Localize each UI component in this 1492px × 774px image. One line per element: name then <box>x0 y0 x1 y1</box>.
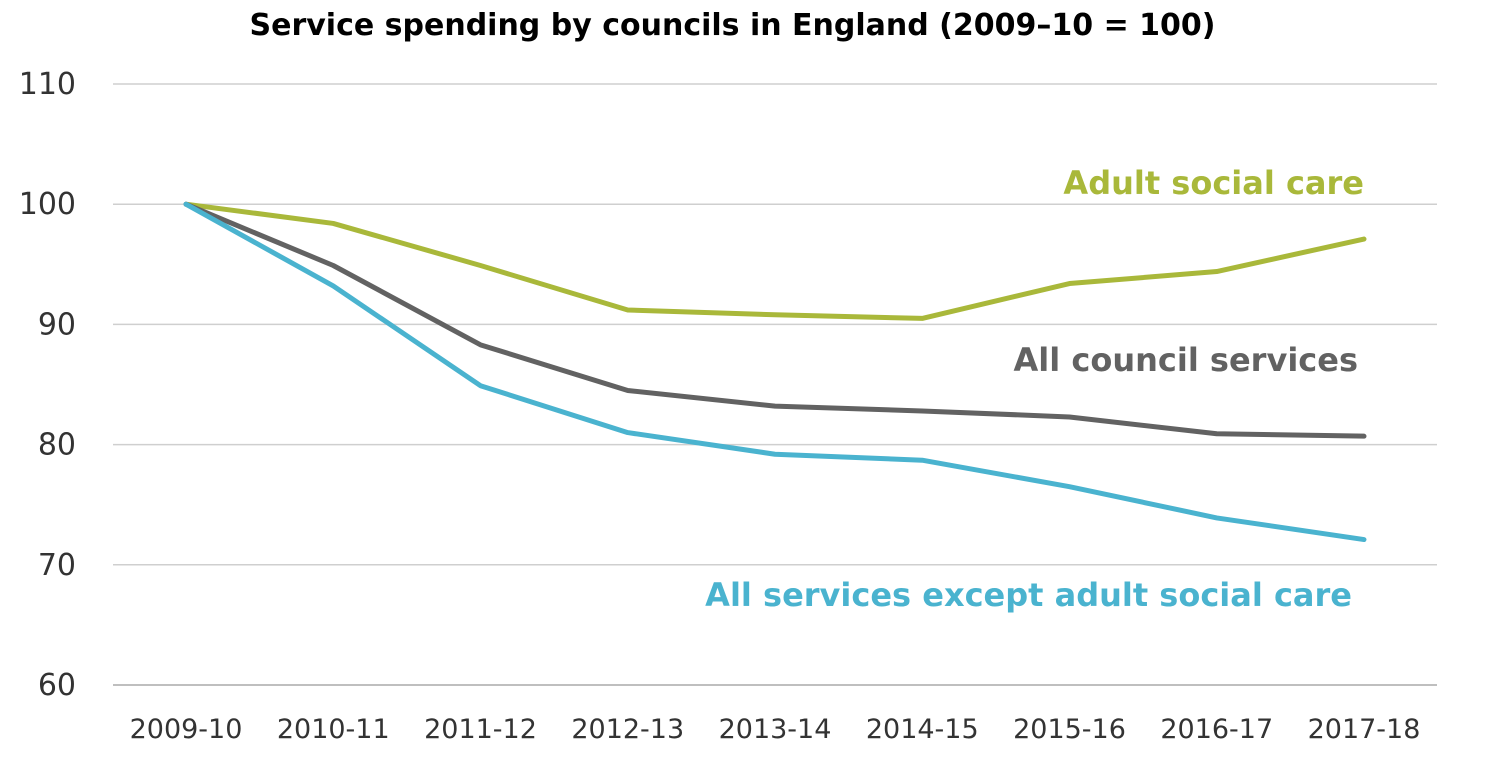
x-tick-label: 2011-12 <box>424 714 537 745</box>
gridlines <box>113 83 1437 686</box>
x-axis-ticks: 2009-10 2010-11 2011-12 2012-13 2013-14 2014-… <box>130 714 1421 745</box>
x-tick-label: 2014-15 <box>866 714 979 745</box>
x-tick-label: 2015-16 <box>1013 714 1126 745</box>
y-tick-label: 90 <box>38 307 76 342</box>
y-tick-label: 70 <box>38 548 76 583</box>
x-tick-label: 2010-11 <box>277 714 390 745</box>
series-line-1 <box>183 201 1367 439</box>
series-label-1: All council services <box>1014 341 1358 379</box>
series-labels: Adult social care All council services All… <box>705 164 1364 614</box>
y-tick-label: 80 <box>38 428 76 463</box>
x-tick-label: 2009-10 <box>130 714 243 745</box>
y-tick-label: 110 <box>19 67 76 102</box>
series-lines <box>183 201 1367 543</box>
y-axis-ticks: 60 70 80 90 100 110 <box>19 67 76 703</box>
series-line-0 <box>183 201 1367 321</box>
chart-title: Service spending by councils in England … <box>249 8 1216 43</box>
series-label-0: Adult social care <box>1063 164 1364 202</box>
x-tick-label: 2013-14 <box>719 714 832 745</box>
y-tick-label: 100 <box>19 187 76 222</box>
x-tick-label: 2016-17 <box>1160 714 1273 745</box>
series-line-2 <box>183 201 1367 543</box>
y-tick-label: 60 <box>38 668 76 703</box>
x-tick-label: 2012-13 <box>571 714 684 745</box>
x-tick-label: 2017-18 <box>1308 714 1421 745</box>
series-label-2: All services except adult social care <box>705 576 1352 614</box>
